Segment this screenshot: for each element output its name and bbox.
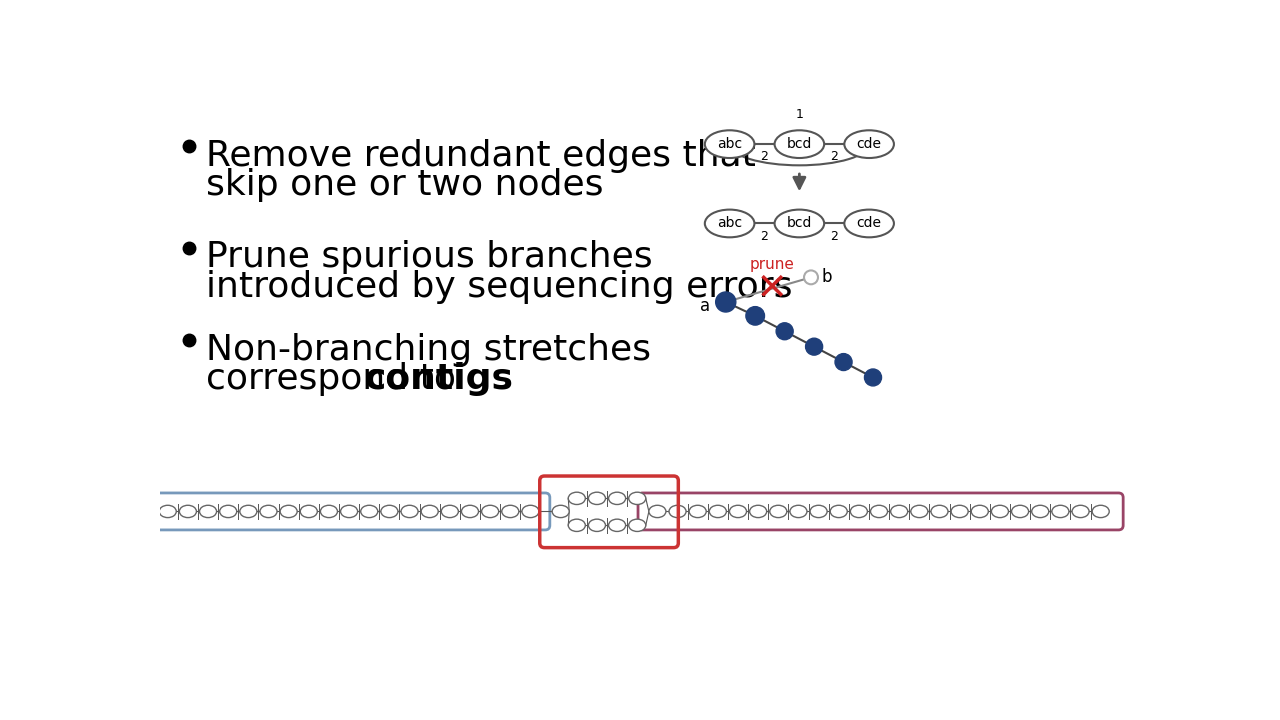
Ellipse shape: [774, 130, 824, 158]
Ellipse shape: [320, 505, 338, 518]
Ellipse shape: [649, 505, 666, 518]
Ellipse shape: [709, 505, 726, 518]
Ellipse shape: [669, 505, 686, 518]
Text: bcd: bcd: [787, 217, 812, 230]
Ellipse shape: [810, 505, 827, 518]
Text: cde: cde: [856, 217, 882, 230]
Ellipse shape: [608, 519, 626, 531]
Ellipse shape: [774, 210, 824, 238]
Circle shape: [716, 292, 736, 312]
Ellipse shape: [628, 492, 646, 505]
Text: 2: 2: [831, 230, 838, 243]
Ellipse shape: [239, 505, 257, 518]
Ellipse shape: [568, 519, 585, 531]
Ellipse shape: [705, 210, 754, 238]
Ellipse shape: [522, 505, 539, 518]
Ellipse shape: [911, 505, 928, 518]
Text: Prune spurious branches: Prune spurious branches: [206, 240, 653, 274]
Text: 2: 2: [760, 150, 768, 163]
Ellipse shape: [870, 505, 887, 518]
Ellipse shape: [340, 505, 357, 518]
Circle shape: [835, 354, 852, 371]
Ellipse shape: [260, 505, 276, 518]
Ellipse shape: [730, 505, 746, 518]
Ellipse shape: [280, 505, 297, 518]
Text: a: a: [700, 297, 710, 315]
Circle shape: [864, 369, 882, 386]
Ellipse shape: [628, 519, 646, 531]
Ellipse shape: [200, 505, 216, 518]
Ellipse shape: [552, 505, 570, 518]
Ellipse shape: [589, 519, 605, 531]
Ellipse shape: [951, 505, 968, 518]
Ellipse shape: [361, 505, 378, 518]
Ellipse shape: [1011, 505, 1029, 518]
Ellipse shape: [750, 505, 767, 518]
Text: b: b: [822, 269, 832, 287]
Ellipse shape: [845, 130, 893, 158]
Ellipse shape: [845, 210, 893, 238]
Text: bcd: bcd: [787, 137, 812, 151]
Ellipse shape: [790, 505, 806, 518]
Ellipse shape: [992, 505, 1009, 518]
Text: 2: 2: [760, 230, 768, 243]
Ellipse shape: [689, 505, 707, 518]
Ellipse shape: [589, 492, 605, 505]
Ellipse shape: [481, 505, 499, 518]
Ellipse shape: [421, 505, 438, 518]
Text: Non-branching stretches: Non-branching stretches: [206, 333, 652, 366]
Ellipse shape: [972, 505, 988, 518]
Ellipse shape: [179, 505, 196, 518]
Circle shape: [776, 323, 794, 340]
Text: 1: 1: [795, 109, 804, 122]
Ellipse shape: [502, 505, 518, 518]
Text: abc: abc: [717, 217, 742, 230]
Ellipse shape: [301, 505, 317, 518]
Circle shape: [805, 338, 823, 355]
Circle shape: [804, 271, 818, 284]
Text: introduced by sequencing errors: introduced by sequencing errors: [206, 270, 794, 304]
Ellipse shape: [1052, 505, 1069, 518]
Ellipse shape: [850, 505, 868, 518]
Ellipse shape: [159, 505, 177, 518]
Text: 2: 2: [831, 150, 838, 163]
Circle shape: [746, 307, 764, 325]
Ellipse shape: [831, 505, 847, 518]
Ellipse shape: [705, 130, 754, 158]
Ellipse shape: [401, 505, 419, 518]
Text: correspond to: correspond to: [206, 362, 468, 396]
Ellipse shape: [462, 505, 479, 518]
Ellipse shape: [1073, 505, 1089, 518]
Text: abc: abc: [717, 137, 742, 151]
Ellipse shape: [220, 505, 237, 518]
Ellipse shape: [568, 492, 585, 505]
Ellipse shape: [769, 505, 787, 518]
Ellipse shape: [931, 505, 948, 518]
Text: skip one or two nodes: skip one or two nodes: [206, 168, 604, 202]
Ellipse shape: [891, 505, 908, 518]
Ellipse shape: [442, 505, 458, 518]
Text: contigs: contigs: [365, 362, 513, 396]
Text: prune: prune: [750, 257, 795, 272]
Text: Remove redundant edges that: Remove redundant edges that: [206, 139, 756, 173]
Ellipse shape: [608, 492, 626, 505]
Text: cde: cde: [856, 137, 882, 151]
Ellipse shape: [1092, 505, 1110, 518]
Ellipse shape: [1032, 505, 1048, 518]
Ellipse shape: [381, 505, 398, 518]
